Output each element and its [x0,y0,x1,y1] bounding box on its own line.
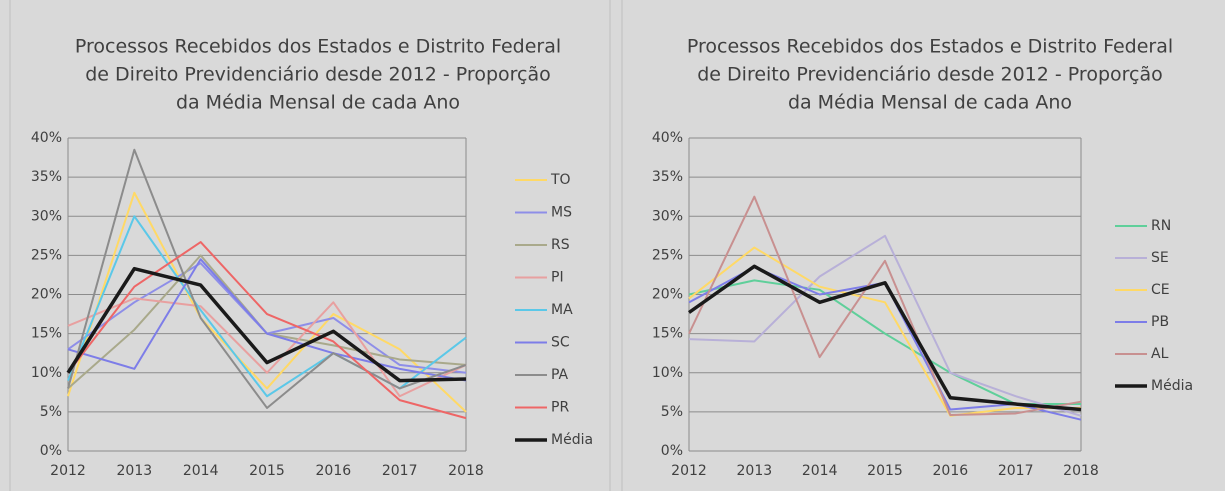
legend-label: SE [1151,250,1169,266]
legend-label: PI [551,270,564,286]
legend-label: PA [551,367,569,383]
y-tick-label: 10% [652,365,683,381]
series-line [687,264,1082,412]
series-line [67,297,467,398]
chart-title: de Direito Previdenciário desde 2012 - P… [697,64,1162,86]
series-line [67,258,467,382]
x-tick-label: 2018 [448,463,484,479]
legend-label: CE [1151,282,1170,298]
chart-title: Processos Recebidos dos Estados e Distri… [687,36,1173,58]
x-tick-label: 2017 [998,463,1034,479]
y-tick-label: 35% [652,169,683,185]
x-tick-label: 2014 [183,463,219,479]
y-tick-label: 0% [661,443,683,459]
x-tick-label: 2016 [316,463,352,479]
legend-label: MA [551,302,573,318]
legend-label: PR [551,400,569,416]
legend-label: MS [551,205,572,221]
legend-label: Média [551,432,593,448]
legend-label: PB [1151,314,1169,330]
x-tick-label: 2015 [867,463,903,479]
legend-label: AL [1151,346,1169,362]
chart-title: da Média Mensal de cada Ano [788,92,1072,114]
x-tick-label: 2016 [933,463,969,479]
x-tick-label: 2017 [382,463,418,479]
series-line [67,241,467,420]
x-tick-label: 2013 [117,463,153,479]
panel [9,0,611,491]
x-tick-label: 2013 [737,463,773,479]
panel [621,0,1225,491]
legend-label: TO [550,172,571,188]
series-line [67,191,467,413]
series-line [67,148,467,409]
series-line [688,246,1081,417]
y-tick-label: 25% [31,247,62,263]
y-tick-label: 20% [31,287,62,303]
y-tick-label: 15% [652,326,683,342]
y-tick-label: 5% [661,404,683,420]
y-tick-label: 20% [652,287,683,303]
x-tick-label: 2018 [1063,463,1099,479]
legend-label: Média [1151,378,1193,394]
y-tick-label: 30% [652,208,683,224]
legend-label: SC [551,335,570,351]
series-line [688,234,1082,417]
y-tick-label: 40% [652,130,683,146]
y-tick-label: 5% [40,404,62,420]
y-tick-label: 35% [31,169,62,185]
x-tick-label: 2012 [50,463,86,479]
x-tick-label: 2012 [671,463,707,479]
y-tick-label: 10% [31,365,62,381]
chart-title: da Média Mensal de cada Ano [176,92,460,114]
x-tick-label: 2015 [249,463,285,479]
legend-label: RS [551,237,570,253]
y-tick-label: 25% [652,247,683,263]
y-tick-label: 0% [40,443,62,459]
y-tick-label: 30% [31,208,62,224]
chart-title: Processos Recebidos dos Estados e Distri… [75,36,561,58]
legend-label: RN [1151,218,1171,234]
y-tick-label: 40% [31,130,62,146]
series-line [66,266,467,383]
y-tick-label: 15% [31,326,62,342]
x-tick-label: 2014 [802,463,838,479]
series-line [688,195,1082,417]
chart-title: de Direito Previdenciário desde 2012 - P… [85,64,550,86]
